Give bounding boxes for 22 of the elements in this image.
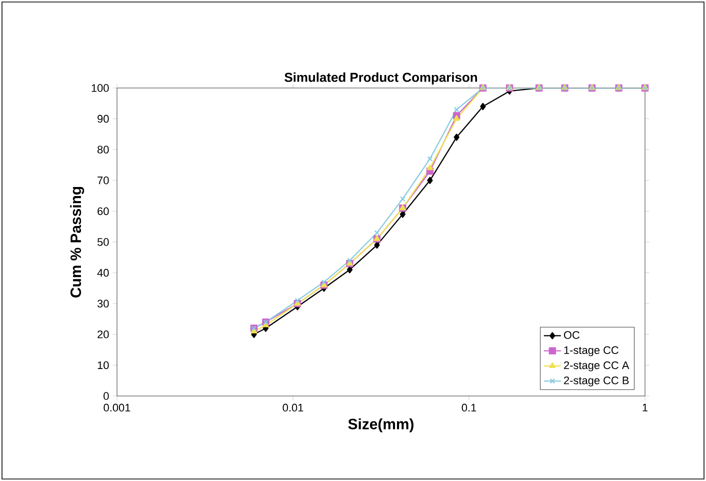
y-tick-label: 30 — [97, 300, 109, 308]
x-tick-label: 0.01 — [282, 404, 304, 412]
y-tick-label: 50 — [97, 238, 109, 246]
legend-label: 1-stage CC — [564, 346, 618, 356]
y-tick-label: 0 — [104, 392, 109, 400]
y-tick-label: 70 — [98, 176, 109, 184]
y-axis-title: Cum % Passing — [70, 186, 84, 298]
chart-title: Simulated Product Comparison — [284, 72, 477, 84]
x-axis-title: Size(mm) — [348, 418, 414, 432]
x-tick-label: 0.001 — [104, 404, 130, 412]
y-tick-label: 90 — [98, 114, 109, 123]
x-tick-label: 0.1 — [462, 404, 476, 412]
y-tick-label: 20 — [98, 330, 109, 338]
x-tick-label: 1 — [642, 404, 648, 412]
legend-label: 2-stage CC A — [564, 361, 630, 372]
y-tick-label: 100 — [92, 84, 109, 92]
y-tick-label: 60 — [98, 207, 109, 216]
y-tick-label: 80 — [98, 146, 109, 154]
legend-label: 2-stage CC B — [564, 376, 629, 386]
y-tick-label: 10 — [98, 361, 109, 370]
y-tick-label: 40 — [97, 268, 109, 277]
legend-label: OC — [564, 331, 580, 339]
